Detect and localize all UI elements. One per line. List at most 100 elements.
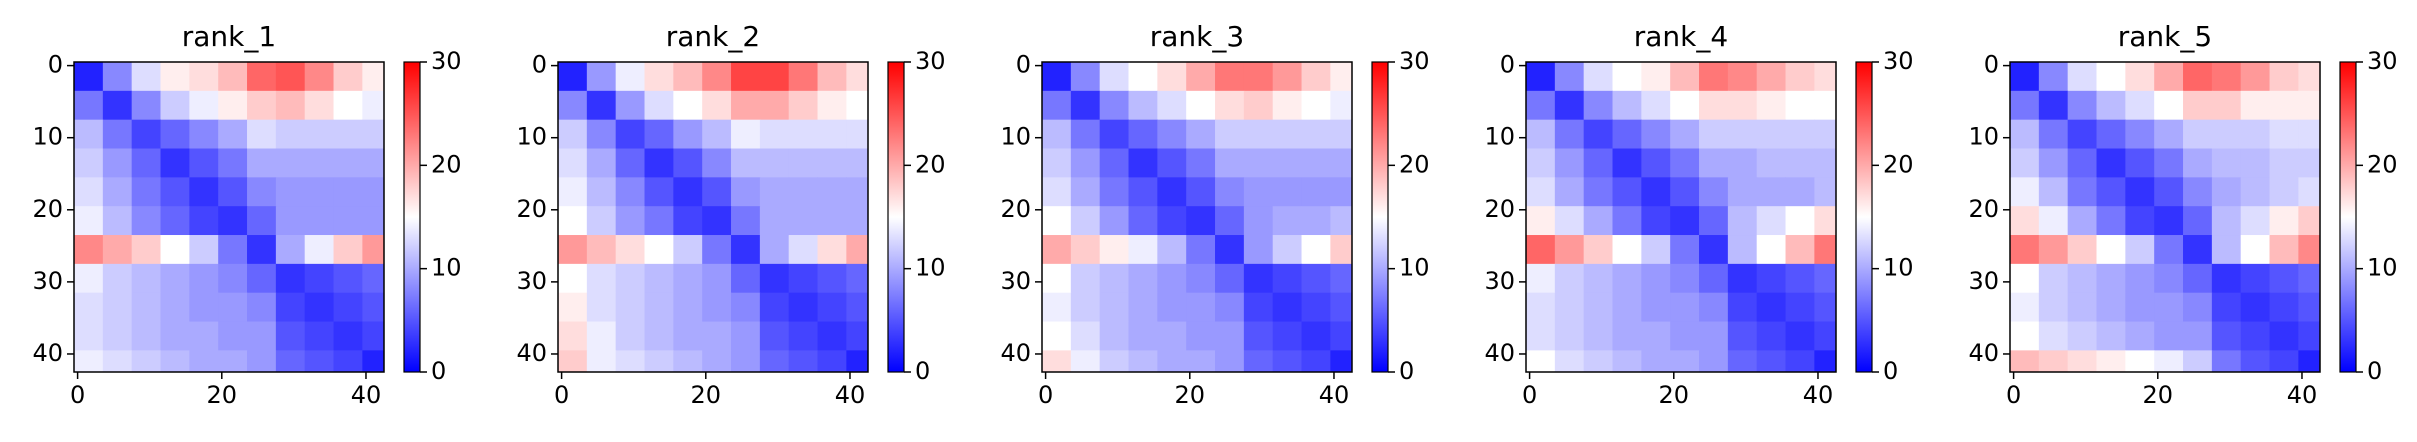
heatmap-cell	[846, 350, 869, 373]
heatmap-cell	[1186, 177, 1216, 207]
heatmap-cell	[247, 148, 277, 178]
heatmap-cell	[102, 263, 133, 294]
heatmap-cell	[731, 350, 761, 373]
heatmap-cell	[759, 90, 790, 121]
heatmap-cell	[731, 148, 761, 178]
heatmap-cell	[2183, 90, 2213, 121]
heatmap-cell	[1699, 321, 1729, 351]
heatmap-cell	[74, 62, 104, 92]
heatmap-cell	[189, 206, 219, 236]
y-tick-label: 20	[1000, 195, 1031, 223]
heatmap-cell	[1301, 119, 1331, 150]
heatmap-cell	[1583, 292, 1614, 323]
heatmap-cell	[333, 321, 363, 351]
heatmap-cell	[1215, 90, 1245, 121]
heatmap-cell	[1272, 321, 1303, 351]
heatmap-cell	[846, 62, 869, 92]
heatmap-cell	[1670, 148, 1700, 178]
x-tick-label: 40	[2287, 381, 2318, 409]
heatmap-cell	[644, 235, 674, 265]
y-tick-label: 0	[532, 51, 547, 79]
heatmap-cell	[586, 177, 617, 207]
heatmap-cell	[1243, 350, 1274, 373]
heatmap-cell	[362, 206, 385, 236]
heatmap-cell	[1670, 90, 1700, 121]
heatmap-cell	[2038, 263, 2069, 294]
heatmap-cell	[788, 350, 819, 373]
heatmap-cell	[1157, 350, 1187, 373]
heatmap-cell	[247, 177, 277, 207]
heatmap-cell	[731, 206, 761, 236]
heatmap-cell	[2125, 62, 2155, 92]
heatmap-cell	[673, 90, 703, 121]
heatmap-cell	[1526, 177, 1556, 207]
heatmap-cell	[2010, 235, 2040, 265]
heatmap-cell	[362, 235, 385, 265]
heatmap-cell	[160, 206, 190, 236]
heatmap-cell	[1157, 206, 1187, 236]
heatmap-cell	[189, 321, 219, 351]
heatmap-cell	[1814, 263, 1837, 294]
heatmap-cell	[788, 206, 819, 236]
heatmap-cell	[1128, 62, 1158, 92]
heatmap-cell	[1583, 235, 1614, 265]
colorbar	[1371, 61, 1389, 373]
heatmap-cell	[2096, 321, 2126, 351]
heatmap-cell	[1243, 90, 1274, 121]
heatmap-cell	[74, 206, 104, 236]
heatmap-cell	[673, 148, 703, 178]
heatmap-cell	[1272, 263, 1303, 294]
heatmap-cell	[1785, 235, 1815, 265]
heatmap-cell	[1186, 206, 1216, 236]
heatmap-cell	[2154, 321, 2184, 351]
heatmap-cell	[333, 263, 363, 294]
heatmap-cell	[1756, 90, 1787, 121]
heatmap-cell	[1301, 177, 1331, 207]
heatmap-cell	[1301, 148, 1331, 178]
heatmap-cell	[102, 90, 133, 121]
heatmap-cell	[615, 206, 646, 236]
heatmap-cell	[1042, 263, 1072, 294]
heatmap-cell	[1272, 90, 1303, 121]
x-tick-label: 40	[1319, 381, 1350, 409]
heatmap-cell	[131, 321, 162, 351]
heatmap-cell	[1641, 206, 1671, 236]
heatmap-cell	[74, 177, 104, 207]
heatmap-cell	[1042, 350, 1072, 373]
heatmap-cell	[160, 119, 190, 150]
heatmap-cell	[1526, 263, 1556, 294]
heatmap-cell	[2038, 321, 2069, 351]
heatmap-cell	[1612, 292, 1642, 323]
heatmap-cell	[304, 350, 335, 373]
heatmap-cell	[586, 321, 617, 351]
heatmap-cell	[1554, 206, 1585, 236]
heatmap-cell	[131, 148, 162, 178]
heatmap-cell	[2240, 90, 2271, 121]
y-tick-label: 10	[1000, 123, 1031, 151]
heatmap-cell	[1785, 119, 1815, 150]
heatmap-cell	[1526, 90, 1556, 121]
heatmap-cell	[1756, 206, 1787, 236]
heatmap-cell	[2183, 350, 2213, 373]
heatmap-cell	[2269, 235, 2299, 265]
heatmap-cell	[817, 263, 847, 294]
heatmap-cell	[1215, 206, 1245, 236]
y-tick-label: 30	[1484, 267, 1515, 295]
y-tick-label: 20	[516, 195, 547, 223]
heatmap-cell	[1814, 119, 1837, 150]
heatmap-cell	[218, 292, 248, 323]
heatmap-cell	[1583, 206, 1614, 236]
heatmap-cell	[586, 350, 617, 373]
heatmap-cell	[189, 62, 219, 92]
heatmap-cell	[2038, 119, 2069, 150]
heatmap-cell	[1554, 62, 1585, 92]
heatmap-cell	[2096, 148, 2126, 178]
heatmap-cell	[2010, 321, 2040, 351]
plot-frame	[2009, 61, 2321, 373]
heatmap-cell	[2010, 177, 2040, 207]
heatmap-cell	[1641, 321, 1671, 351]
heatmap-cell	[131, 292, 162, 323]
colorbar-tick-label: 20	[2367, 150, 2398, 178]
heatmap-cell	[586, 263, 617, 294]
x-tick-label: 20	[2143, 381, 2174, 409]
